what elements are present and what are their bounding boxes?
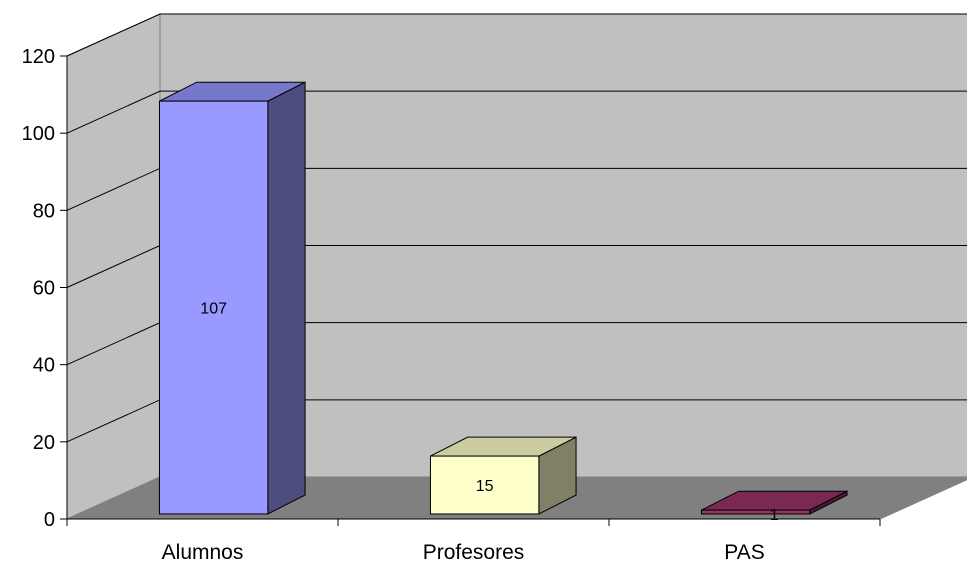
bar-pas: 1 (700, 490, 848, 524)
y-tick-label: 100 (22, 123, 55, 145)
y-tick-label: 120 (22, 46, 55, 68)
category-axis: Alumnos Profesores PAS (66, 519, 881, 564)
y-tick-label: 20 (33, 432, 55, 454)
data-label: 107 (200, 301, 227, 318)
x-tick-label: PAS (724, 541, 764, 564)
data-label: 1 (770, 507, 779, 524)
data-label: 15 (476, 478, 494, 495)
bar-front (429, 455, 540, 515)
y-tick-label: 60 (33, 278, 55, 300)
chart-bars: 107 15 1 (158, 81, 848, 524)
bar-alumnos: 107 (158, 81, 306, 515)
bar-front (158, 100, 269, 515)
gridline (66, 13, 967, 57)
x-tick-label: Alumnos (162, 541, 244, 564)
x-tick-label: Profesores (423, 541, 525, 564)
y-tick-label: 40 (33, 355, 55, 377)
bar-front (700, 509, 811, 515)
value-axis-ticks: 0 20 40 60 80 100 120 (22, 46, 67, 531)
y-tick-label: 80 (33, 200, 55, 222)
y-tick-label: 0 (44, 509, 55, 531)
gridline (66, 90, 967, 134)
bar-profesores: 15 (429, 436, 577, 515)
bar-side (267, 81, 306, 515)
